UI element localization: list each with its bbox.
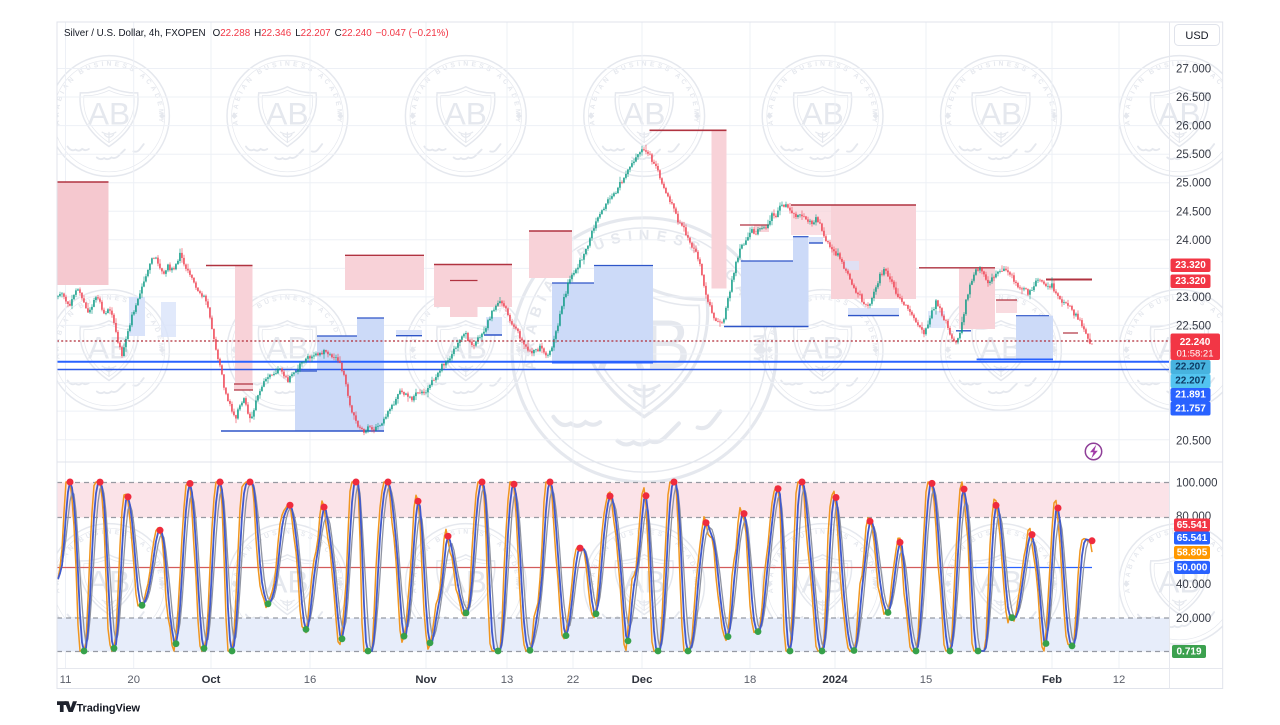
svg-text:Dec: Dec [632,674,653,686]
svg-text:26.500: 26.500 [1176,92,1211,104]
svg-text:22.240: 22.240 [1180,337,1211,348]
svg-text:20.000: 20.000 [1176,613,1211,625]
svg-text:100.000: 100.000 [1176,477,1218,489]
svg-text:Feb: Feb [1042,674,1062,686]
svg-text:16: 16 [304,674,317,686]
svg-text:22.207: 22.207 [1175,362,1206,373]
svg-text:01:58:21: 01:58:21 [1177,349,1214,360]
svg-text:21.757: 21.757 [1175,404,1206,415]
svg-text:65.541: 65.541 [1177,533,1208,544]
svg-text:23.320: 23.320 [1175,260,1206,271]
svg-text:Oct: Oct [202,674,221,686]
svg-text:24.500: 24.500 [1176,206,1211,218]
svg-text:22: 22 [567,674,580,686]
svg-text:USD: USD [1185,30,1208,42]
svg-text:22.500: 22.500 [1176,320,1211,332]
svg-text:27.000: 27.000 [1176,63,1211,75]
svg-text:2024: 2024 [822,674,848,686]
svg-text:13: 13 [501,674,514,686]
svg-text:65.541: 65.541 [1177,520,1208,531]
svg-text:12: 12 [1113,674,1126,686]
svg-text:15: 15 [920,674,933,686]
svg-text:23.000: 23.000 [1176,292,1211,304]
svg-text:Silver / U.S. Dollar, 4h, FXOP: Silver / U.S. Dollar, 4h, FXOPEN O22.288 H… [64,28,449,39]
svg-text:40.000: 40.000 [1176,579,1211,591]
svg-text:50.000: 50.000 [1177,563,1208,574]
svg-text:20.500: 20.500 [1176,435,1211,447]
svg-text:18: 18 [744,674,757,686]
svg-text:58.805: 58.805 [1177,548,1208,559]
svg-text:24.000: 24.000 [1176,235,1211,247]
svg-text:20: 20 [127,674,140,686]
svg-text:25.500: 25.500 [1176,149,1211,161]
svg-text:11: 11 [60,674,72,686]
svg-text:TradingView: TradingView [77,703,141,715]
svg-text:26.000: 26.000 [1176,120,1211,132]
svg-text:Nov: Nov [415,674,437,686]
svg-text:23.320: 23.320 [1175,276,1206,287]
svg-text:0.719: 0.719 [1176,647,1201,658]
svg-text:25.000: 25.000 [1176,177,1211,189]
svg-text:21.891: 21.891 [1175,390,1206,401]
svg-text:22.207: 22.207 [1175,376,1206,387]
